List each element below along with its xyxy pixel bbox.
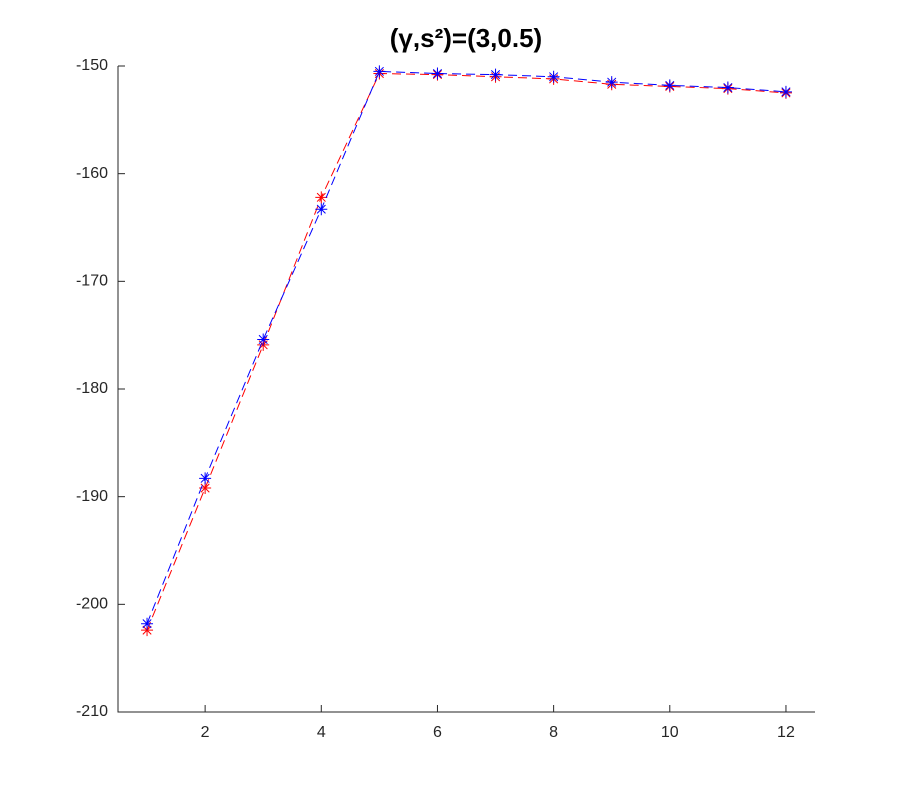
axes [117, 66, 815, 713]
x-tick-label: 10 [661, 724, 679, 741]
point-marker [199, 472, 212, 485]
y-tick-label: -210 [76, 703, 108, 720]
x-tick-label: 6 [433, 724, 442, 741]
y-tick-label: -190 [76, 488, 108, 505]
chart-title: (γ,s²)=(3,0.5) [390, 23, 542, 53]
y-tick-label: -170 [76, 273, 108, 290]
point-marker [547, 70, 560, 83]
point-marker [605, 76, 618, 89]
y-tick-label: -160 [76, 165, 108, 182]
point-marker [141, 617, 154, 630]
point-marker [779, 85, 792, 98]
point-marker [315, 191, 328, 204]
y-tick-label: -200 [76, 596, 108, 613]
x-tick-label: 4 [317, 724, 326, 741]
y-tick-label: -180 [76, 380, 108, 397]
point-marker [489, 68, 502, 81]
point-marker [315, 203, 328, 216]
y-tick-label: -150 [76, 57, 108, 74]
point-marker [257, 333, 270, 346]
point-marker [663, 79, 676, 92]
x-tick-label: 2 [201, 724, 210, 741]
point-marker [431, 67, 444, 80]
point-marker [199, 482, 212, 495]
point-marker [141, 624, 154, 637]
series-line [146, 70, 786, 624]
series-line [146, 73, 786, 631]
x-tick-label: 12 [777, 724, 795, 741]
x-tick-label: 8 [549, 724, 558, 741]
point-marker [721, 81, 734, 94]
point-marker [373, 65, 386, 78]
